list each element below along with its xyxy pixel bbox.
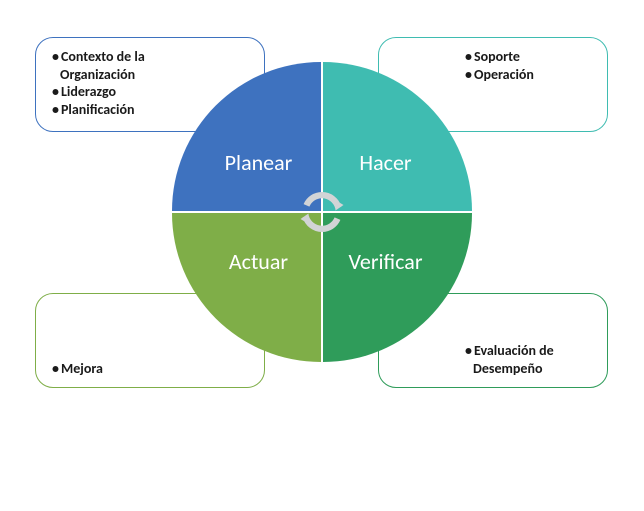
callout-item: Evaluación de [465, 342, 593, 360]
callout-item: Mejora [52, 360, 250, 378]
quadrant-label: Actuar [229, 248, 288, 275]
quadrant-label: Planear [225, 149, 293, 176]
pdca-diagram: Contexto de la Organización Liderazgo Pl… [0, 0, 644, 511]
callout-item-cont: Desempeño [473, 360, 593, 378]
quadrant-label: Hacer [359, 149, 411, 176]
callout-item: Operación [465, 66, 593, 84]
quadrant-label: Verificar [348, 248, 422, 275]
callout-item: Soporte [465, 48, 593, 66]
cycle-arrows-icon [296, 186, 348, 238]
